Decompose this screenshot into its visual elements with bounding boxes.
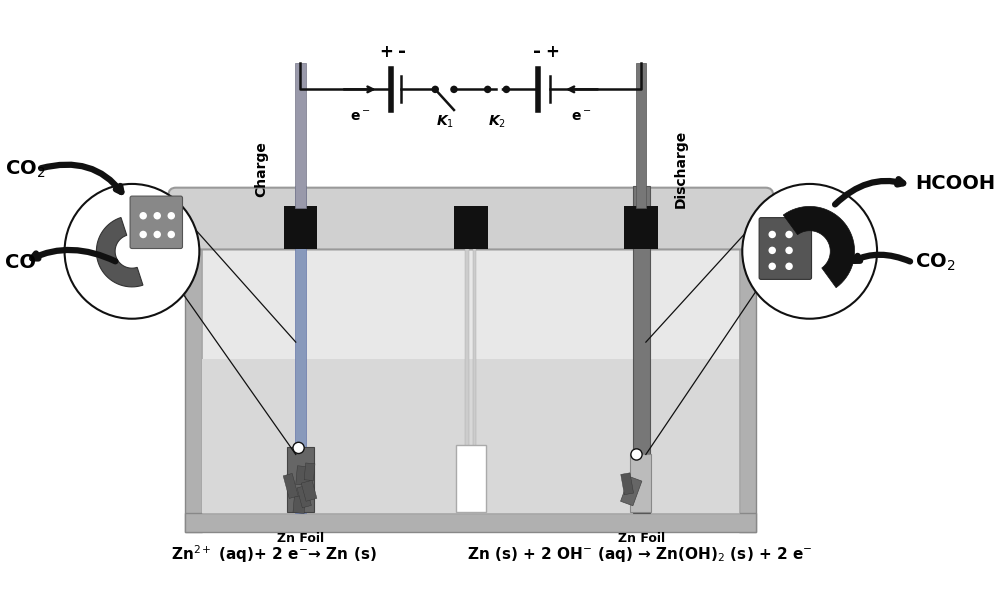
Bar [624, 206, 658, 248]
Bar [295, 63, 306, 208]
Text: e$^-$: e$^-$ [350, 110, 370, 124]
Circle shape [768, 263, 776, 270]
Bar [306, 483, 322, 504]
Bar [621, 476, 642, 506]
Bar [289, 493, 304, 512]
Bar [289, 475, 301, 499]
FancyBboxPatch shape [168, 188, 773, 250]
Bar [621, 473, 634, 495]
Text: Discharge: Discharge [673, 130, 687, 208]
Text: +: + [545, 43, 559, 61]
Bar [297, 485, 311, 508]
Bar [284, 206, 317, 248]
Bar [630, 454, 651, 512]
Bar [287, 447, 314, 512]
Text: -: - [533, 43, 541, 61]
Circle shape [168, 231, 175, 238]
Circle shape [785, 263, 793, 270]
Circle shape [768, 231, 776, 238]
Bar [295, 186, 306, 514]
Bar [465, 242, 469, 514]
Circle shape [431, 86, 439, 93]
Text: Zn Foil: Zn Foil [618, 532, 665, 545]
Bar [202, 223, 739, 514]
Circle shape [742, 184, 877, 319]
Circle shape [139, 231, 147, 238]
Circle shape [785, 231, 793, 238]
Bar [633, 186, 650, 514]
Bar [202, 359, 739, 514]
Circle shape [65, 184, 199, 319]
Circle shape [768, 247, 776, 254]
Text: Zn (s) + 2 OH$^{-}$ (aq) → Zn(OH)$_2$ (s) + 2 e$^{-}$: Zn (s) + 2 OH$^{-}$ (aq) → Zn(OH)$_2$ (s… [467, 545, 812, 564]
Circle shape [450, 86, 458, 93]
Circle shape [484, 86, 491, 93]
Circle shape [153, 231, 161, 238]
Bar [473, 242, 476, 514]
Text: -: - [398, 43, 406, 61]
Circle shape [631, 449, 642, 460]
Text: K$_2$: K$_2$ [488, 114, 506, 130]
Text: CO$_2$: CO$_2$ [5, 158, 45, 179]
Bar [185, 514, 756, 532]
Text: CO$_2$: CO$_2$ [915, 252, 956, 273]
Text: HCOOH: HCOOH [915, 175, 996, 193]
Circle shape [293, 442, 304, 454]
Text: +: + [380, 43, 394, 61]
Text: K$_1$: K$_1$ [436, 114, 454, 130]
Text: CO: CO [5, 253, 36, 272]
Bar [456, 445, 486, 512]
Text: e$^-$: e$^-$ [571, 110, 592, 124]
Bar [304, 463, 318, 482]
Text: Zn$^{2+}$ (aq)+ 2 e$^{-}$→ Zn (s): Zn$^{2+}$ (aq)+ 2 e$^{-}$→ Zn (s) [171, 544, 377, 565]
FancyBboxPatch shape [130, 196, 183, 248]
Bar [294, 464, 309, 484]
FancyBboxPatch shape [759, 218, 812, 280]
Circle shape [168, 212, 175, 220]
Circle shape [503, 86, 510, 93]
Polygon shape [783, 206, 855, 287]
Polygon shape [96, 217, 143, 287]
Circle shape [785, 247, 793, 254]
Bar [185, 205, 202, 532]
Bar [636, 63, 646, 208]
Text: Zn Foil: Zn Foil [277, 532, 324, 545]
Bar [739, 205, 756, 532]
Circle shape [153, 212, 161, 220]
Text: Charge: Charge [254, 141, 268, 197]
Bar [454, 206, 488, 248]
Circle shape [139, 212, 147, 220]
